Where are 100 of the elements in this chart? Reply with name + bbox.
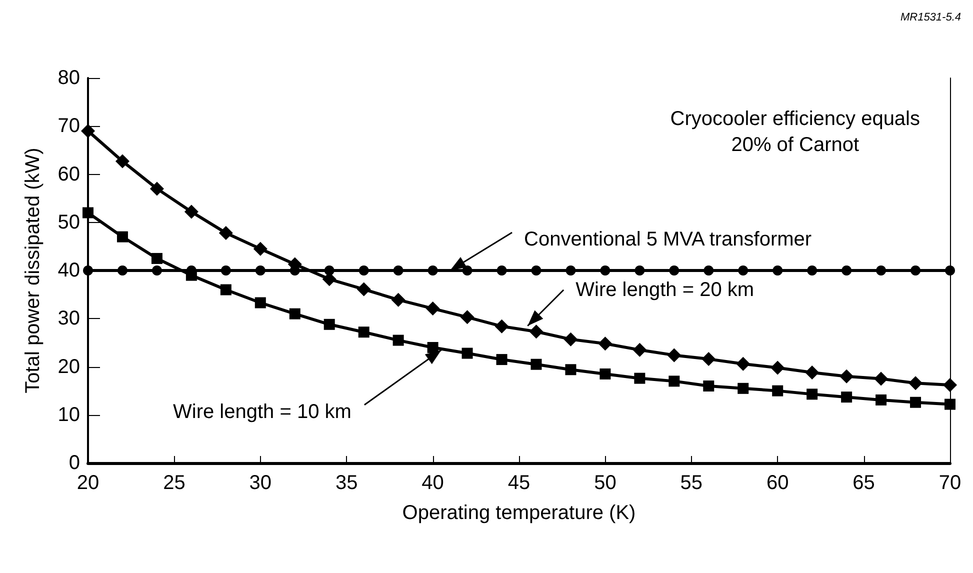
- point: [324, 318, 335, 330]
- point: [151, 252, 162, 264]
- point: [393, 266, 404, 276]
- y-tick-label: 20: [58, 356, 80, 378]
- y-tick-label: 30: [58, 308, 80, 330]
- point: [566, 266, 576, 276]
- x-tick-label: 55: [680, 472, 703, 494]
- x-axis-title: Operating temperature (K): [402, 502, 636, 524]
- point: [220, 284, 232, 296]
- point: [945, 266, 955, 276]
- point: [426, 302, 440, 316]
- point: [462, 348, 473, 359]
- point: [255, 266, 266, 276]
- annotation: Cryocooler efficiency equals 20% of Carnot: [670, 108, 920, 156]
- point: [289, 308, 300, 320]
- point: [254, 297, 266, 308]
- point: [841, 392, 852, 403]
- point: [496, 266, 507, 276]
- point: [874, 372, 888, 386]
- point: [634, 266, 645, 276]
- x-tick-label: 30: [249, 472, 272, 494]
- point: [770, 360, 785, 375]
- point: [632, 342, 647, 357]
- point: [600, 368, 611, 380]
- point: [738, 266, 748, 276]
- point: [876, 266, 886, 276]
- y-tick-label: 80: [58, 67, 80, 89]
- point: [702, 352, 716, 366]
- point: [634, 372, 646, 384]
- point: [290, 266, 300, 276]
- point: [805, 366, 820, 380]
- y-tick-label: 10: [58, 404, 80, 426]
- point: [460, 310, 474, 324]
- x-tick-label: 50: [594, 472, 616, 494]
- point: [772, 385, 784, 396]
- point: [358, 326, 370, 338]
- point: [358, 266, 369, 276]
- point: [81, 124, 95, 138]
- point: [117, 266, 128, 276]
- point: [462, 266, 472, 276]
- point: [807, 266, 818, 276]
- point: [667, 348, 682, 362]
- point: [83, 266, 93, 276]
- point: [531, 266, 542, 276]
- point: [806, 388, 818, 400]
- point: [564, 332, 578, 346]
- point: [669, 266, 680, 276]
- point: [910, 396, 922, 408]
- point: [668, 376, 680, 387]
- point: [150, 182, 164, 196]
- y-tick-label: 40: [58, 260, 80, 282]
- point: [600, 266, 610, 276]
- point: [598, 336, 612, 351]
- y-axis-title: Total power dissipated (kW): [22, 148, 44, 394]
- point: [704, 266, 714, 276]
- point: [324, 266, 334, 276]
- y-tick-label: 60: [58, 163, 80, 186]
- x-tick-label: 40: [422, 472, 444, 494]
- point: [943, 378, 957, 392]
- x-tick-label: 60: [766, 472, 789, 494]
- point: [738, 382, 749, 394]
- point: [944, 398, 956, 410]
- text: MR1531-5.4: [900, 12, 962, 24]
- point: [82, 207, 94, 218]
- point: [494, 319, 509, 334]
- point: [703, 380, 714, 392]
- x-tick-label: 35: [335, 472, 358, 494]
- point: [391, 292, 406, 307]
- point: [530, 358, 542, 370]
- point: [565, 364, 576, 376]
- point: [152, 266, 162, 276]
- x-tick-label: 65: [852, 472, 875, 494]
- point: [736, 356, 750, 371]
- point: [529, 324, 544, 339]
- point: [842, 266, 852, 276]
- point: [356, 282, 371, 296]
- y-tick-label: 50: [58, 211, 80, 234]
- point: [496, 354, 508, 366]
- point: [908, 376, 923, 390]
- point: [220, 266, 231, 276]
- x-tick-label: 25: [163, 472, 186, 494]
- point: [427, 342, 438, 353]
- x-tick-label: 45: [508, 472, 530, 494]
- point: [218, 226, 233, 240]
- point: [876, 394, 887, 406]
- point: [772, 266, 783, 276]
- point: [392, 334, 404, 346]
- x-tick-label: 20: [76, 472, 100, 494]
- annotation: Wire length = 20 km: [576, 278, 754, 301]
- annotation: Wire length = 10 km: [173, 400, 352, 423]
- point: [115, 154, 130, 168]
- point: [253, 242, 268, 256]
- point: [910, 266, 921, 276]
- annotation: Conventional 5 MVA transformer: [524, 228, 812, 250]
- x-tick-label: 70: [938, 472, 962, 494]
- point: [184, 204, 198, 219]
- y-tick-label: 0: [68, 452, 80, 474]
- point: [840, 369, 854, 384]
- point: [116, 231, 128, 242]
- point: [428, 266, 438, 276]
